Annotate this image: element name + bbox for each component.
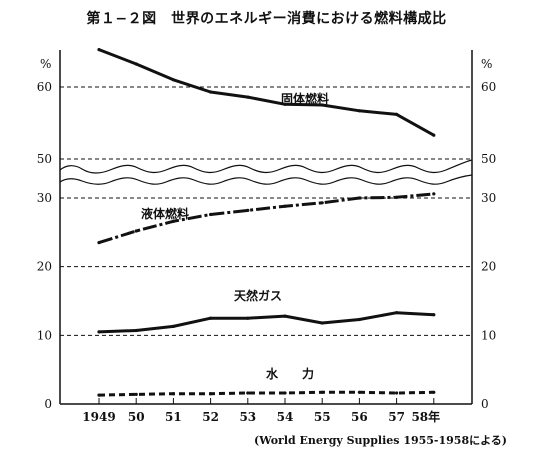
series-0-point-1951 (171, 78, 175, 82)
series-2-point-1950 (134, 328, 138, 333)
x-tick-label-1950: 50 (128, 410, 145, 424)
y-tick-right-30: 30 (481, 191, 496, 205)
series-3-point-1951 (171, 392, 175, 396)
x-tick-label-1954: 54 (277, 410, 294, 424)
x-tick-label-1951: 51 (165, 410, 182, 424)
chart-title: 第１−２図 世界のエネルギー消費における燃料構成比 (86, 11, 447, 27)
series-line-1 (98, 192, 434, 245)
series-0-point-1956 (357, 109, 361, 113)
y-tick-right-20: 20 (481, 260, 496, 274)
series-1-point-1957 (395, 195, 399, 199)
x-tick-label-1956: 56 (351, 410, 368, 424)
series-2-point-1958 (432, 313, 436, 317)
x-tick-label-1955: 55 (314, 410, 331, 424)
series-1-point-1954 (283, 204, 287, 208)
x-tick-label-1958: 58年 (411, 409, 440, 424)
y-tick-right-0: 0 (481, 397, 489, 411)
series-3-point-1956 (357, 390, 361, 394)
x-tick-label-1952: 52 (202, 410, 219, 424)
y-tick-left-60: 60 (37, 80, 52, 94)
series-0-point-1955 (320, 103, 324, 107)
x-tick-label-1957: 57 (388, 410, 405, 424)
series-3-point-1957 (395, 391, 399, 395)
series-2-point-1954 (283, 314, 287, 318)
series-1-point-1958 (432, 192, 436, 196)
source-note: (World Energy Supplies 1955-1958による) (254, 434, 507, 447)
series-2-point-1951 (171, 324, 175, 328)
series-0-point-1958 (432, 133, 436, 137)
y-tick-right-10: 10 (481, 328, 496, 342)
x-tick-label-1953: 53 (239, 410, 256, 424)
series-2-point-1956 (357, 317, 361, 322)
series-1-point-1953 (246, 208, 250, 212)
series-3-point-1950 (134, 392, 138, 396)
series-0-point-1953 (246, 95, 250, 99)
y-unit-right: % (481, 57, 492, 71)
series-2-point-1955 (320, 321, 324, 325)
series-2-point-1957 (395, 311, 399, 315)
y-tick-left-50: 50 (37, 152, 52, 166)
series-0-point-1957 (395, 112, 399, 116)
series-0-point-1949 (97, 48, 101, 52)
series-label-1: 液体燃料 (141, 206, 189, 221)
y-tick-right-60: 60 (481, 80, 496, 94)
y-tick-left-10: 10 (37, 328, 52, 342)
y-tick-left-0: 0 (44, 397, 52, 411)
series-3-point-1954 (283, 391, 287, 395)
series-2-point-1952 (209, 316, 213, 320)
y-tick-left-30: 30 (37, 191, 52, 205)
x-tick-label-1949: 1949 (82, 410, 115, 424)
series-0-point-1950 (134, 62, 138, 66)
axis-break-line-upper (59, 159, 473, 174)
series-1-point-1950 (134, 229, 138, 233)
series-3-point-1953 (246, 391, 250, 395)
series-1-point-1951 (171, 219, 175, 223)
series-3-point-1949 (97, 393, 101, 397)
series-line-2 (98, 311, 434, 334)
series-1-point-1956 (357, 196, 361, 200)
axis-break-line-lower (59, 174, 473, 185)
series-3-point-1958 (432, 390, 436, 394)
series-3-point-1952 (209, 392, 213, 396)
series-2-point-1949 (97, 330, 101, 334)
series-1-point-1952 (209, 212, 213, 217)
series-2-point-1953 (246, 316, 250, 320)
series-line-0 (98, 48, 435, 137)
y-unit-left: % (40, 57, 51, 71)
series-1-point-1949 (97, 241, 101, 245)
series-label-3: 水 力 (266, 366, 314, 381)
series-label-2: 天然ガス (234, 288, 282, 303)
series-1-point-1955 (320, 201, 324, 205)
series-line-3 (98, 390, 434, 397)
series-3-point-1955 (320, 390, 324, 394)
y-tick-right-50: 50 (481, 152, 496, 166)
y-tick-left-20: 20 (37, 260, 52, 274)
series-0-point-1952 (209, 90, 213, 94)
series-0-point-1954 (283, 102, 287, 106)
series-label-0: 固体燃料 (281, 91, 329, 106)
